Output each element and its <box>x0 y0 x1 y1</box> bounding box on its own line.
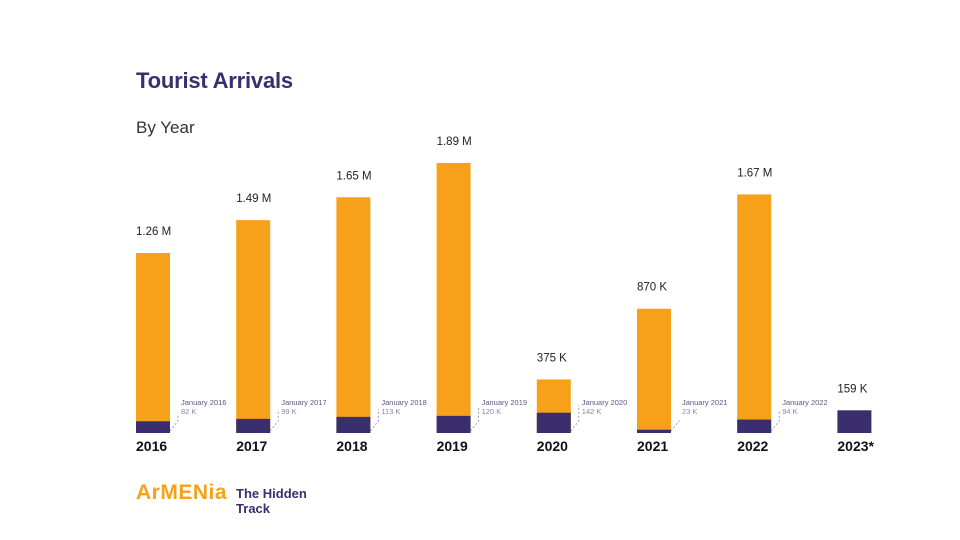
chart-subtitle: By Year <box>136 118 195 137</box>
leader-line-2016 <box>169 413 179 432</box>
bar-january-2018 <box>336 416 371 433</box>
january-value-2020: 142 K <box>582 407 602 416</box>
bar-annual-2023* <box>837 410 872 433</box>
january-label-2016: January 2016 <box>181 398 226 407</box>
january-label-2020: January 2020 <box>582 398 627 407</box>
january-value-2022: 94 K <box>782 407 797 416</box>
data-label-2018: 1.65 M <box>336 170 371 182</box>
january-label-2017: January 2017 <box>281 398 326 407</box>
x-tick-2019: 2019 <box>437 438 468 454</box>
bar-annual-2021 <box>637 308 671 433</box>
bar-january-2020 <box>536 412 571 433</box>
bar-annual-2016 <box>136 253 170 433</box>
leader-line-2022 <box>770 411 780 432</box>
brand-logo: ArMENia The Hidden Track <box>136 481 326 517</box>
bar-january-2016 <box>136 421 170 433</box>
bar-january-2017 <box>236 418 271 433</box>
data-label-2017: 1.49 M <box>236 193 271 205</box>
data-label-2023*: 159 K <box>837 383 867 395</box>
leader-line-2017 <box>269 410 279 432</box>
bar-annual-2017 <box>236 220 271 433</box>
january-label-2022: January 2022 <box>782 398 827 407</box>
data-label-2019: 1.89 M <box>437 136 472 148</box>
x-tick-2018: 2018 <box>336 438 367 454</box>
x-tick-2023*: 2023* <box>837 438 874 454</box>
data-label-2020: 375 K <box>537 352 567 364</box>
chart-title: Tourist Arrivals <box>136 68 293 93</box>
logo-tagline: The Hidden Track <box>236 486 307 516</box>
january-value-2019: 120 K <box>482 407 502 416</box>
january-label-2019: January 2019 <box>482 398 527 407</box>
bar-annual-2022 <box>737 194 772 433</box>
leader-line-2021 <box>670 419 680 432</box>
bar-january-2021 <box>637 429 671 433</box>
bar-january-2022 <box>737 419 772 433</box>
data-label-2016: 1.26 M <box>136 226 171 238</box>
bar-annual-2018 <box>336 197 371 433</box>
data-label-2022: 1.67 M <box>737 167 772 179</box>
x-tick-2017: 2017 <box>236 438 267 454</box>
january-value-2018: 113 K <box>381 407 400 416</box>
bar-annual-2019 <box>436 163 471 433</box>
x-tick-2022: 2022 <box>737 438 768 454</box>
x-tick-2020: 2020 <box>537 438 568 454</box>
bar-january-2019 <box>436 415 471 433</box>
leader-line-2019 <box>470 407 480 432</box>
january-value-2021: 23 K <box>682 407 697 416</box>
january-label-2018: January 2018 <box>381 398 426 407</box>
x-tick-2021: 2021 <box>637 438 668 454</box>
leader-line-2020 <box>570 404 580 432</box>
logo-wordmark: ArMENia <box>136 481 228 504</box>
leader-line-2018 <box>370 408 379 432</box>
january-value-2016: 82 K <box>181 407 196 416</box>
x-tick-2016: 2016 <box>136 438 167 454</box>
january-label-2021: January 2021 <box>682 398 727 407</box>
data-label-2021: 870 K <box>637 282 667 294</box>
january-value-2017: 99 K <box>281 407 296 416</box>
